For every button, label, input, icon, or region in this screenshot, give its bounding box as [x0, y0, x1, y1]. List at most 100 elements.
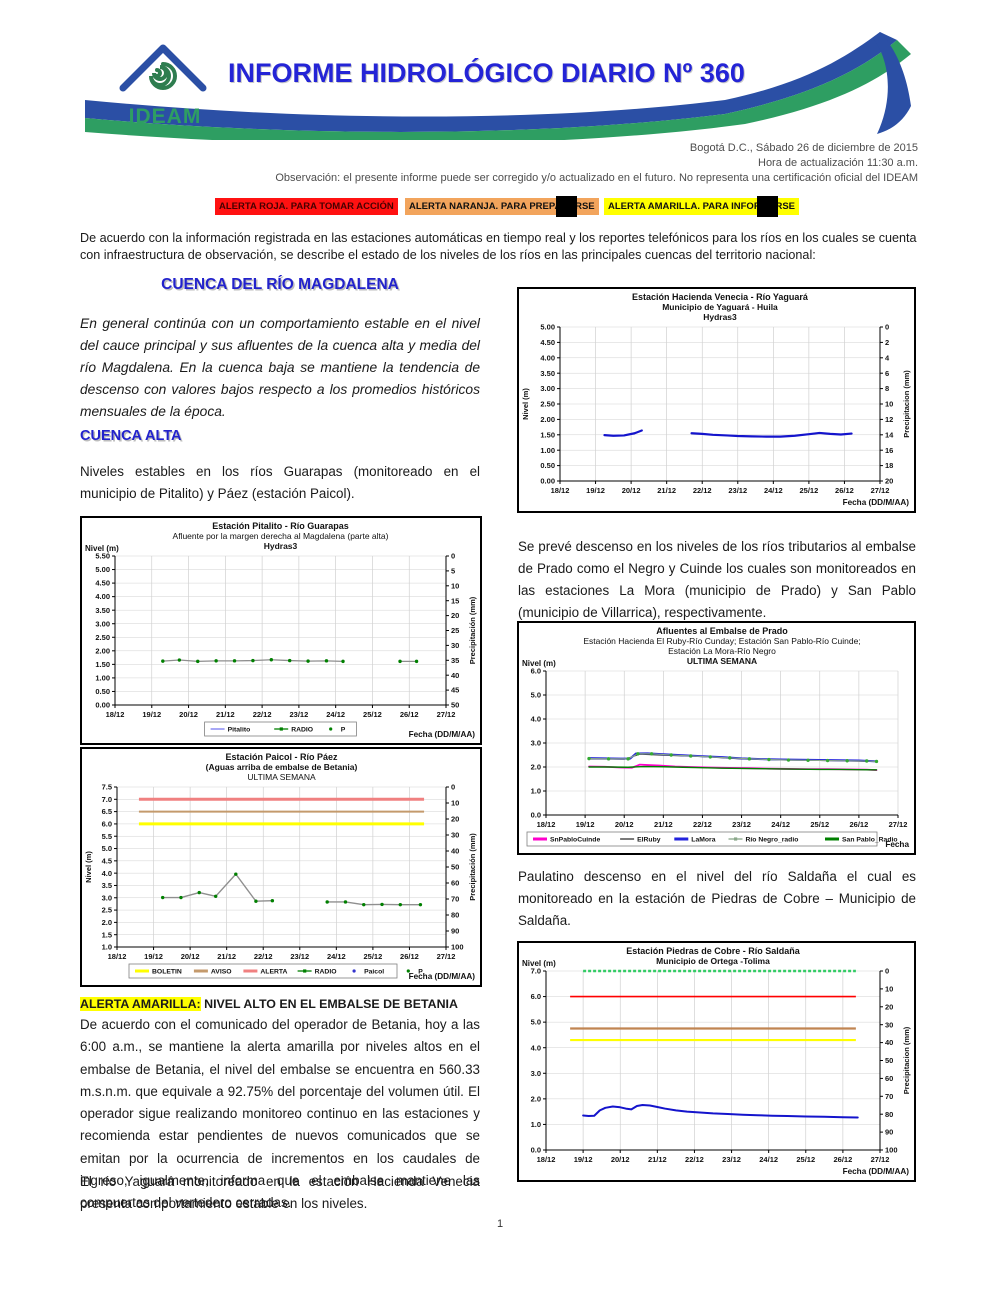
alerta-amarilla-title: NIVEL ALTO EN EL EMBALSE DE BETANIA — [200, 997, 458, 1011]
svg-text:22/12: 22/12 — [254, 952, 273, 961]
svg-text:70: 70 — [451, 895, 459, 904]
alerta-amarilla-heading: ALERTA AMARILLA: NIVEL ALTO EN EL EMBALS… — [80, 997, 482, 1011]
svg-text:2.0: 2.0 — [531, 763, 541, 772]
svg-text:1.00: 1.00 — [95, 674, 110, 683]
svg-text:23/12: 23/12 — [289, 710, 308, 719]
svg-text:20/12: 20/12 — [615, 820, 634, 829]
svg-text:25/12: 25/12 — [363, 952, 382, 961]
svg-text:4.00: 4.00 — [95, 592, 110, 601]
svg-text:90: 90 — [885, 1128, 893, 1137]
chart-hacienda-venecia: Estación Hacienda Venecia - Río Yaguará M… — [517, 287, 916, 513]
svg-text:7.0: 7.0 — [531, 967, 541, 976]
alert-orange-banner: ALERTA NARANJA. PARA PREPARARSE — [405, 198, 599, 215]
svg-text:Paicol: Paicol — [364, 968, 384, 975]
svg-text:19/12: 19/12 — [576, 820, 595, 829]
svg-text:25/12: 25/12 — [799, 486, 818, 495]
svg-text:26/12: 26/12 — [833, 1155, 852, 1164]
svg-text:4.00: 4.00 — [540, 353, 555, 362]
svg-text:Precipitacion (mm): Precipitacion (mm) — [902, 370, 911, 438]
prado-paragraph: Se prevé descenso en los niveles de los … — [518, 539, 916, 620]
svg-text:Nivel (m): Nivel (m) — [521, 388, 530, 420]
svg-text:20/12: 20/12 — [622, 486, 641, 495]
svg-text:Estación Piedras de Cobre - R: Estación Piedras de Cobre - Río Saldaña — [626, 946, 801, 956]
saldana-paragraph: Paulatino descenso en el nivel del río S… — [518, 869, 916, 928]
svg-text:ULTIMA SEMANA: ULTIMA SEMANA — [687, 656, 757, 666]
svg-text:90: 90 — [451, 927, 459, 936]
svg-text:26/12: 26/12 — [400, 952, 419, 961]
svg-text:22/12: 22/12 — [693, 820, 712, 829]
svg-text:(Aguas arriba de embalse de Be: (Aguas arriba de embalse de Betania) — [206, 762, 358, 772]
svg-text:40: 40 — [451, 671, 459, 680]
svg-text:4.0: 4.0 — [531, 1043, 541, 1052]
magdalena-summary: En general continúa con un comportamient… — [80, 316, 480, 419]
svg-text:70: 70 — [885, 1092, 893, 1101]
svg-text:Estación Pitalito - Río Guara: Estación Pitalito - Río Guarapas — [212, 521, 349, 531]
svg-text:18/12: 18/12 — [537, 1155, 556, 1164]
svg-text:Estación Paicol - Río Páez: Estación Paicol - Río Páez — [225, 752, 338, 762]
svg-text:0.0: 0.0 — [531, 1146, 541, 1155]
svg-text:24/12: 24/12 — [764, 486, 783, 495]
svg-text:27/12: 27/12 — [889, 820, 908, 829]
chart-piedras-de-cobre: Estación Piedras de Cobre - Río Saldaña M… — [517, 941, 916, 1182]
redaction-box — [556, 196, 577, 217]
svg-text:Fecha (DD/M/AA): Fecha (DD/M/AA) — [409, 972, 476, 981]
svg-text:24/12: 24/12 — [759, 1155, 778, 1164]
svg-text:23/12: 23/12 — [728, 486, 747, 495]
svg-text:0.00: 0.00 — [95, 701, 110, 710]
svg-text:14: 14 — [885, 430, 894, 439]
svg-text:4.5: 4.5 — [102, 856, 112, 865]
svg-text:P: P — [418, 968, 423, 975]
cuenca-alta-text: Niveles estables en los ríos Guarapas (m… — [80, 464, 480, 501]
svg-text:21/12: 21/12 — [654, 820, 673, 829]
svg-text:LaMora: LaMora — [691, 836, 715, 843]
svg-text:21/12: 21/12 — [216, 710, 235, 719]
svg-text:27/12: 27/12 — [871, 1155, 890, 1164]
svg-text:0: 0 — [885, 967, 889, 976]
svg-text:0: 0 — [451, 552, 455, 561]
svg-text:3.0: 3.0 — [531, 1069, 541, 1078]
ideam-logo-text: IDEAM — [128, 105, 202, 128]
svg-text:Municipio de Yaguará - Huila: Municipio de Yaguará - Huila — [662, 302, 778, 312]
svg-text:AVISO: AVISO — [211, 968, 232, 975]
svg-text:ElRuby: ElRuby — [637, 836, 661, 843]
paicol-chart: Estación Paicol - Río Páez(Aguas arriba … — [84, 752, 477, 981]
page-title: INFORME HIDROLÓGICO DIARIO Nº 360 — [228, 58, 745, 88]
svg-text:21/12: 21/12 — [217, 952, 236, 961]
svg-text:2.5: 2.5 — [102, 906, 112, 915]
svg-text:12: 12 — [885, 415, 893, 424]
alert-red-banner: ALERTA ROJA. PARA TOMAR ACCIÓN — [215, 198, 398, 215]
svg-text:BOLETIN: BOLETIN — [152, 968, 182, 975]
svg-text:19/12: 19/12 — [144, 952, 163, 961]
chart-paicol: Estación Paicol - Río Páez (Aguas arriba … — [80, 747, 482, 987]
svg-text:Afluente por la margen derecha: Afluente por la margen derecha al Magdal… — [173, 531, 389, 541]
svg-text:0.50: 0.50 — [540, 461, 555, 470]
svg-text:3.5: 3.5 — [102, 881, 112, 890]
svg-text:20/12: 20/12 — [179, 710, 198, 719]
svg-text:5.00: 5.00 — [95, 565, 110, 574]
svg-text:20/12: 20/12 — [611, 1155, 630, 1164]
svg-text:Nivel (m): Nivel (m) — [522, 959, 556, 968]
svg-text:2: 2 — [885, 338, 889, 347]
svg-text:19/12: 19/12 — [574, 1155, 593, 1164]
svg-text:80: 80 — [451, 911, 459, 920]
svg-text:100: 100 — [451, 943, 464, 952]
svg-text:22/12: 22/12 — [685, 1155, 704, 1164]
svg-text:26/12: 26/12 — [400, 710, 419, 719]
header-wave-graphic — [85, 32, 911, 140]
svg-text:21/12: 21/12 — [657, 486, 676, 495]
piedras-de-cobre-chart: Estación Piedras de Cobre - Río SaldañaM… — [522, 946, 911, 1176]
chart-afluentes-prado: Afluentes al Embalse de Prado Estación Ha… — [517, 621, 916, 855]
svg-text:25/12: 25/12 — [796, 1155, 815, 1164]
yaguara-paragraph: El río Yaguará monitoreado en la estació… — [80, 1174, 480, 1212]
svg-text:0: 0 — [885, 323, 889, 332]
svg-text:2.50: 2.50 — [540, 400, 555, 409]
svg-text:Estación Hacienda Venecia -: Estación Hacienda Venecia - Río Yaguará — [632, 292, 809, 302]
svg-text:4.50: 4.50 — [540, 338, 555, 347]
svg-text:5.50: 5.50 — [95, 552, 110, 561]
svg-text:6.0: 6.0 — [531, 992, 541, 1001]
svg-text:Nivel (m): Nivel (m) — [85, 544, 119, 553]
svg-text:5: 5 — [451, 567, 455, 576]
svg-text:18: 18 — [885, 461, 893, 470]
svg-text:1.50: 1.50 — [95, 660, 110, 669]
